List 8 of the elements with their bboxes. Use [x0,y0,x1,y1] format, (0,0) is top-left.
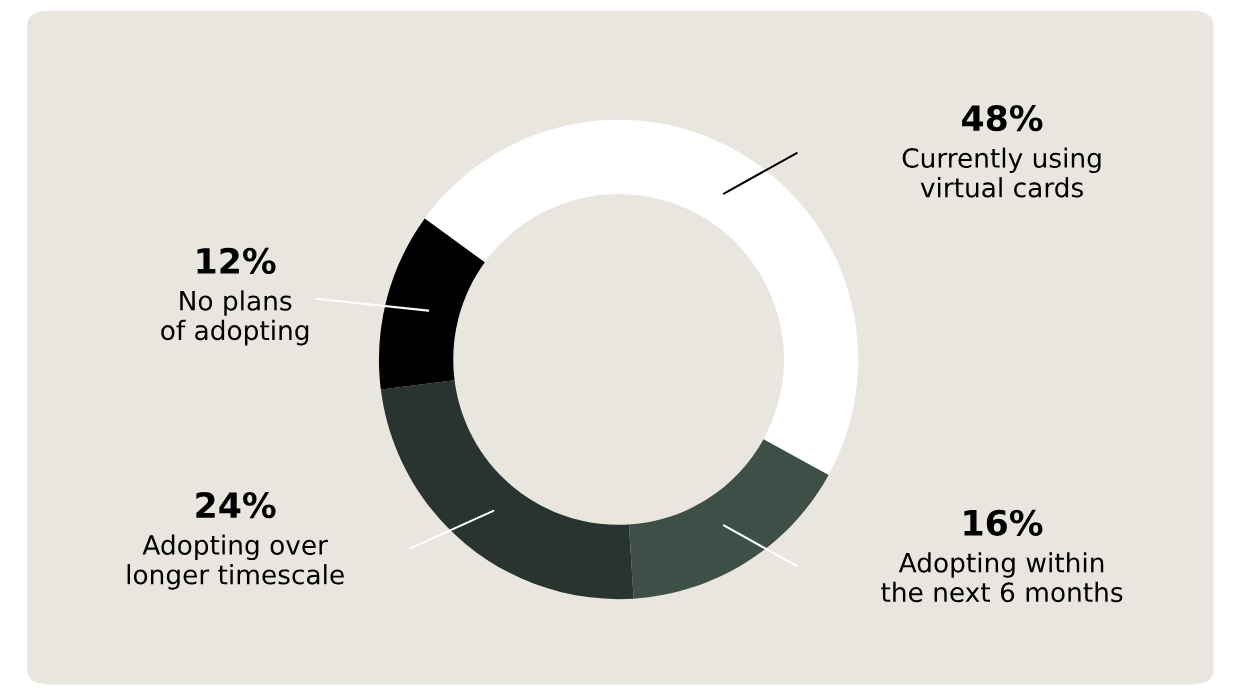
data-label: 16% [964,509,1043,536]
data-label: 24% [196,491,276,519]
slice-label: Adopting within the next 6 months [881,552,1123,603]
slice-label: Currently using virtual cards [902,147,1101,198]
data-label: 12% [197,247,276,274]
data-label: 48% [962,104,1043,132]
slice-label: Adopting over longer timescale [127,534,344,590]
slice-label: No plans of adopting [161,290,309,346]
